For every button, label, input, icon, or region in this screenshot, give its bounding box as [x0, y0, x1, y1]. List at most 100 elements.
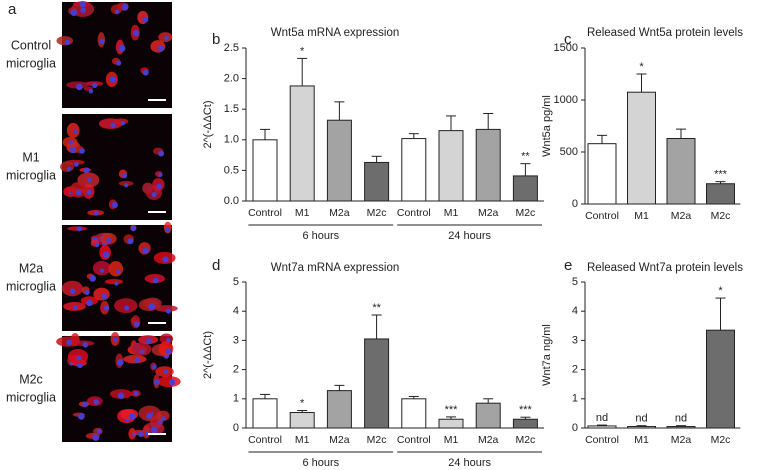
group-label: 24 hours — [448, 457, 491, 469]
y-tick-label: 1500 — [554, 42, 578, 54]
cell — [114, 298, 138, 313]
x-tick-label: M2c — [367, 207, 387, 219]
nucleus — [133, 321, 140, 328]
panel-letter: d — [212, 257, 220, 274]
bar — [252, 139, 278, 202]
nucleus — [127, 238, 134, 245]
nucleus — [117, 392, 125, 399]
x-tick-label: M2c — [367, 434, 387, 446]
nucleus — [120, 120, 126, 126]
nucleus — [158, 172, 163, 178]
bar — [289, 85, 315, 202]
chart-title: Wnt5a mRNA expression — [271, 27, 399, 39]
nucleus — [110, 122, 116, 128]
significance: ** — [372, 302, 381, 314]
nucleus — [151, 191, 157, 198]
nucleus — [94, 242, 100, 248]
nucleus — [86, 299, 93, 307]
nucleus — [142, 247, 149, 254]
bar — [512, 418, 538, 429]
nucleus — [161, 416, 166, 421]
bar — [587, 425, 617, 429]
y-tick-label: 1.0 — [224, 134, 239, 146]
bar — [706, 183, 735, 205]
bar — [666, 426, 696, 429]
nucleus — [88, 89, 94, 94]
x-tick-label: M1 — [634, 210, 649, 222]
nucleus — [93, 210, 99, 216]
nucleus — [70, 9, 78, 16]
nucleus — [142, 16, 149, 23]
group-label: 6 hours — [302, 457, 339, 469]
row-label: microglia — [6, 279, 56, 293]
nucleus — [73, 305, 78, 311]
x-tick-label: M2a — [478, 434, 499, 446]
y-tick-label: 0 — [572, 422, 578, 434]
bar — [289, 412, 315, 429]
group-label: 6 hours — [302, 230, 339, 242]
bar — [666, 137, 696, 205]
nucleus — [96, 429, 102, 434]
bar — [438, 418, 464, 429]
x-tick-label: M2c — [711, 434, 731, 446]
nucleus — [87, 177, 92, 183]
nucleus — [152, 364, 157, 370]
row-label: microglia — [6, 56, 56, 70]
y-tick-label: 1000 — [554, 94, 578, 106]
nucleus — [111, 201, 118, 208]
y-tick-label: 0.5 — [224, 164, 239, 176]
bar — [627, 91, 656, 205]
nucleus — [103, 305, 110, 311]
y-tick-label: 2 — [572, 364, 578, 376]
cell — [155, 305, 178, 312]
cell — [158, 341, 174, 357]
panel-letter: e — [564, 257, 572, 274]
bar — [326, 390, 352, 429]
nucleus — [68, 140, 74, 145]
y-axis-label: 2^(-ΔΔCt) — [202, 101, 214, 149]
nucleus — [158, 150, 165, 157]
x-tick-label: M2c — [711, 210, 731, 222]
nucleus — [130, 225, 137, 232]
cell — [56, 36, 74, 46]
x-tick-label: Control — [397, 434, 431, 446]
bar — [326, 119, 352, 202]
nucleus — [76, 83, 83, 91]
x-tick-label: M2a — [329, 207, 350, 219]
nucleus — [73, 129, 78, 134]
bar — [401, 138, 427, 202]
x-tick-label: M1 — [444, 207, 459, 219]
y-tick-label: 0 — [572, 198, 578, 210]
x-tick-label: M2c — [515, 207, 535, 219]
nucleus — [82, 401, 88, 408]
panel-letter: c — [564, 31, 572, 48]
x-tick-label: M2a — [478, 207, 499, 219]
bar — [475, 128, 501, 202]
nucleus — [152, 277, 159, 284]
x-tick-label: Control — [585, 434, 619, 446]
nucleus — [84, 290, 90, 296]
nucleus — [115, 9, 120, 14]
x-tick-label: M2a — [671, 210, 692, 222]
nucleus — [89, 275, 96, 282]
y-tick-label: 5 — [233, 276, 239, 288]
nucleus — [146, 413, 153, 419]
cell — [66, 122, 80, 138]
chart-title: Released Wnt7a protein levels — [587, 262, 743, 274]
nucleus — [83, 167, 90, 174]
nucleus — [79, 0, 86, 8]
nucleus — [157, 419, 163, 425]
significance: nd — [635, 413, 647, 425]
significance: nd — [596, 412, 608, 424]
nucleus — [73, 161, 79, 167]
x-tick-label: Control — [248, 207, 282, 219]
y-tick-label: 5 — [572, 276, 578, 288]
cell — [104, 279, 124, 285]
bar — [364, 338, 390, 429]
x-tick-label: Control — [585, 210, 619, 222]
nucleus — [69, 146, 77, 154]
nucleus — [116, 358, 124, 366]
nucleus — [133, 29, 140, 37]
nucleus — [113, 337, 118, 343]
